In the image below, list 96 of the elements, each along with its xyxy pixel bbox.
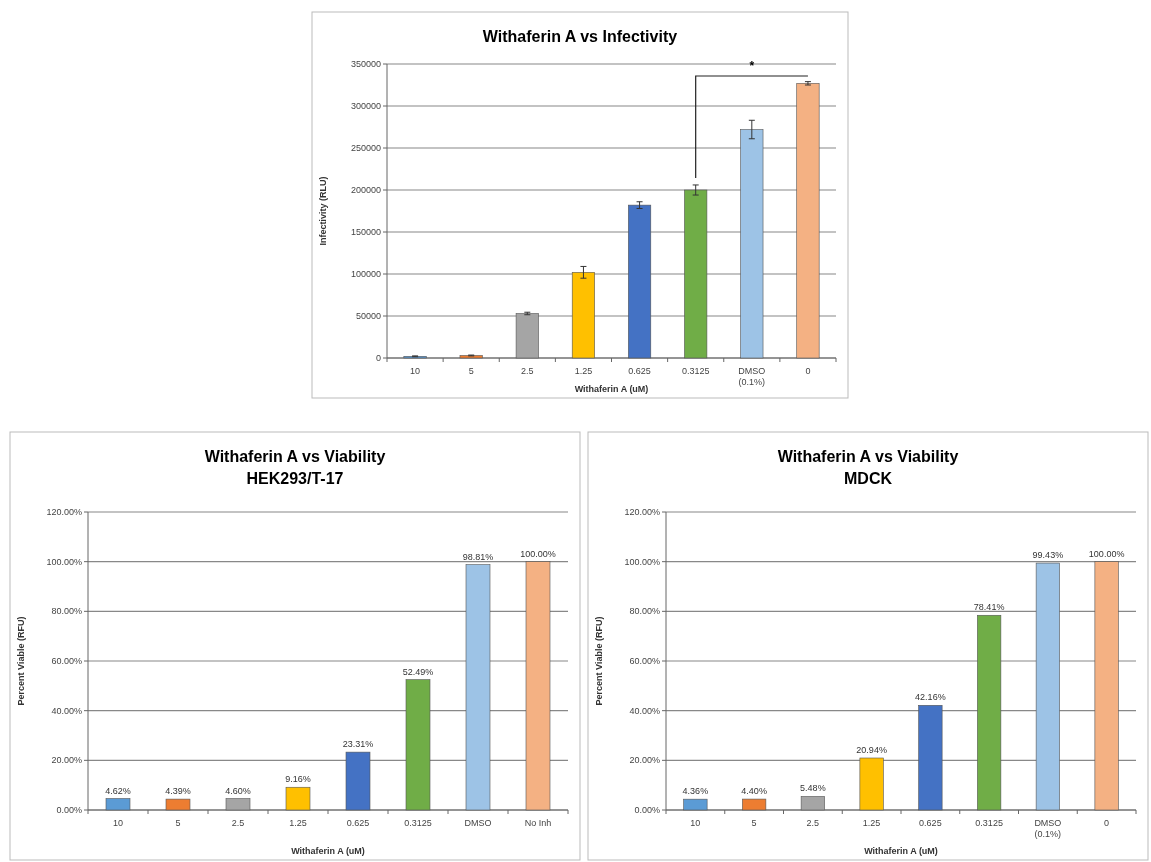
x-tick-label: DMSO (0.1%) [738, 366, 766, 387]
x-tick-label: 0.625 [628, 366, 651, 376]
x-tick-label: 5 [175, 818, 181, 828]
chart-title: Withaferin A vs Infectivity [482, 28, 678, 45]
annotation: * [749, 59, 755, 73]
y-tick-label: 0.00% [634, 805, 660, 816]
x-tick-label: 5 [468, 366, 474, 376]
bar [742, 798, 767, 811]
bar [800, 796, 825, 811]
x-tick-label: 0.3125 [975, 818, 1003, 828]
data-label: 4.36% [682, 786, 709, 797]
y-tick-label: 100000 [350, 269, 381, 280]
bar [1035, 562, 1060, 811]
bar [1094, 561, 1119, 811]
bar [165, 798, 191, 811]
y-tick-label: 0.00% [56, 805, 82, 816]
chart-title: Withaferin A vs Viability [204, 448, 386, 465]
chart-title: Withaferin A vs Viability [777, 448, 959, 465]
x-tick-label: 0 [805, 366, 811, 376]
bar [684, 189, 708, 359]
x-tick-label: 0.625 [919, 818, 942, 828]
x-tick-label: 0 [1104, 818, 1110, 828]
bar [285, 786, 311, 811]
x-tick-label: DMSO (0.1%) [1034, 818, 1062, 839]
x-tick-label: 10 [410, 366, 421, 376]
y-tick-label: 250000 [350, 143, 381, 154]
y-axis-title: Percent Viable (RFU) [594, 616, 604, 706]
x-tick-label: 0.3125 [681, 366, 710, 376]
y-tick-label: 120.00% [46, 507, 82, 518]
data-label: 4.40% [741, 786, 767, 797]
y-tick-label: 80.00% [51, 606, 82, 617]
bar [859, 757, 884, 811]
bar [740, 129, 764, 359]
y-tick-label: 150000 [350, 227, 381, 238]
data-label: 5.48% [800, 783, 826, 794]
bar [225, 798, 251, 811]
data-label: 98.81% [462, 551, 494, 562]
data-label: 4.60% [225, 785, 251, 796]
x-tick-label: DMSO [464, 818, 492, 828]
y-tick-label: 50000 [355, 311, 381, 322]
bar [628, 204, 652, 359]
x-tick-label: 0.3125 [404, 818, 432, 828]
bar [796, 83, 820, 359]
bar [918, 705, 943, 811]
bar [465, 564, 491, 811]
x-tick-label: 0.625 [346, 818, 370, 828]
chart-subtitle: HEK293/T-17 [246, 470, 344, 487]
y-tick-label: 0 [375, 353, 381, 364]
y-tick-label: 60.00% [629, 656, 660, 667]
data-label: 20.94% [856, 745, 887, 755]
y-tick-label: 300000 [350, 101, 381, 112]
bar [683, 798, 708, 811]
x-tick-label: 1.25 [862, 818, 881, 828]
x-tick-label: 1.25 [289, 818, 307, 828]
bar [571, 272, 595, 359]
data-label: 78.41% [973, 602, 1005, 613]
data-label: 52.49% [402, 666, 434, 677]
chart-subtitle: MDCK [844, 470, 893, 487]
x-tick-label: 2.5 [806, 818, 820, 828]
x-tick-label: 2.5 [521, 366, 534, 376]
x-axis-title: Withaferin A (uM) [574, 384, 649, 394]
y-tick-label: 40.00% [51, 705, 82, 716]
bar [525, 561, 551, 811]
x-tick-label: 2.5 [231, 818, 245, 828]
y-tick-label: 350000 [350, 59, 381, 70]
y-axis-title: Percent Viable (RFU) [16, 616, 26, 706]
x-tick-label: 10 [690, 818, 701, 828]
y-tick-label: 20.00% [629, 755, 660, 766]
x-tick-label: 10 [112, 818, 124, 828]
y-tick-label: 120.00% [624, 507, 660, 518]
y-tick-label: 80.00% [629, 606, 660, 617]
x-tick-label: 1.25 [574, 366, 593, 376]
data-label: 100.00% [520, 548, 556, 559]
y-tick-label: 60.00% [51, 656, 82, 667]
y-tick-label: 100.00% [624, 556, 660, 567]
x-axis-title: Withaferin A (uM) [864, 846, 938, 856]
bar [405, 679, 431, 811]
data-label: 4.62% [105, 785, 131, 796]
y-tick-label: 20.00% [51, 755, 82, 766]
bar [515, 313, 539, 359]
y-tick-label: 40.00% [629, 705, 660, 716]
x-tick-label: No Inh [524, 818, 552, 828]
bar [977, 614, 1002, 811]
data-label: 4.39% [165, 786, 191, 797]
y-tick-label: 200000 [350, 185, 381, 196]
data-label: 9.16% [285, 774, 311, 785]
y-axis-title: Infectivity (RLU) [318, 176, 328, 246]
data-label: 23.31% [342, 739, 374, 750]
bar [105, 798, 131, 811]
y-tick-label: 100.00% [46, 556, 82, 567]
x-tick-label: 5 [751, 818, 757, 828]
x-axis-title: Withaferin A (uM) [291, 846, 365, 856]
data-label: 99.43% [1032, 550, 1064, 561]
data-label: 100.00% [1088, 548, 1125, 559]
data-label: 42.16% [915, 692, 946, 703]
bar [345, 751, 371, 811]
